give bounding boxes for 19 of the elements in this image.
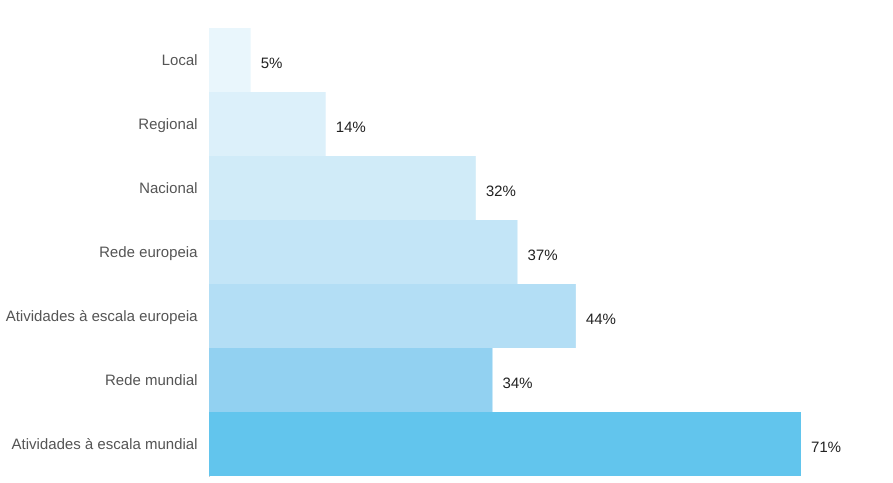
data-label: 44%	[586, 311, 616, 328]
bar	[209, 28, 251, 92]
y-tick-label: Regional	[138, 116, 198, 133]
data-label: 14%	[336, 119, 366, 136]
y-tick-label: Rede mundial	[104, 372, 198, 389]
bar	[209, 412, 801, 476]
data-label: 32%	[486, 183, 516, 200]
bar	[209, 220, 518, 284]
y-tick-label: Rede europeia	[99, 244, 198, 261]
y-tick-label: Local	[162, 52, 198, 69]
data-label: 34%	[502, 375, 533, 392]
bar	[209, 284, 576, 348]
data-label: 71%	[811, 439, 842, 456]
data-label: 37%	[528, 247, 558, 264]
bar	[209, 348, 492, 412]
y-tick-label: Atividades à escala europeia	[6, 308, 198, 325]
data-label: 5%	[260, 55, 282, 72]
y-tick-label: Atividades à escala mundial	[12, 436, 198, 453]
y-tick-label: Nacional	[139, 180, 198, 197]
